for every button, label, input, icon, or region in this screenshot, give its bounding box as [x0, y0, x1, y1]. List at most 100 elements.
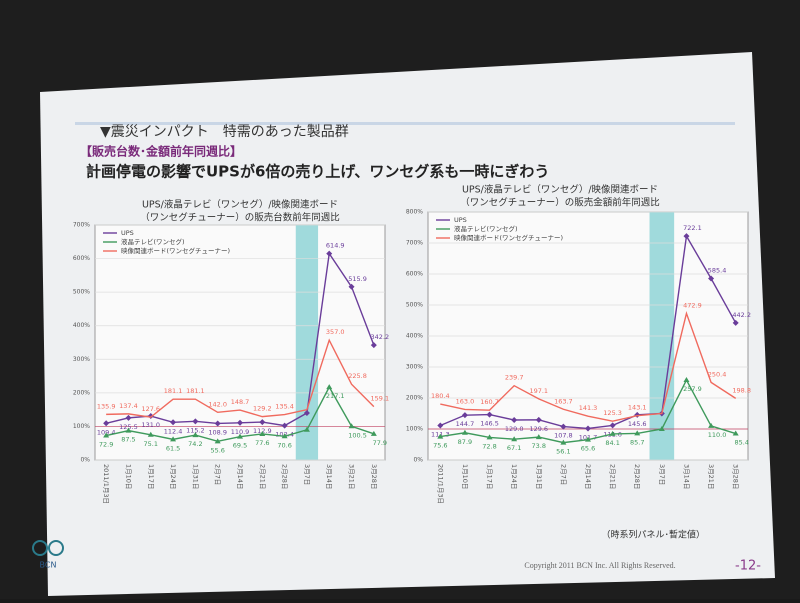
data-label: 614.9: [326, 242, 345, 250]
y-tick-label: 200%: [73, 389, 90, 396]
x-tick-label: 1月10日: [124, 464, 132, 489]
slide-subtitle: 【販売台数･金額前年同週比】: [80, 144, 242, 159]
y-tick-label: 500%: [73, 289, 90, 296]
data-label: 67.1: [507, 444, 521, 452]
y-tick-label: 300%: [73, 356, 90, 363]
data-label: 77.6: [255, 439, 269, 447]
legend-label: 映像関連ボード(ワンセグチューナー): [454, 233, 563, 242]
data-label: 61.5: [166, 444, 180, 452]
data-label: 181.1: [164, 387, 183, 395]
data-label: 65.6: [581, 445, 595, 453]
data-label: 125.3: [603, 409, 622, 417]
note: （時系列パネル･暫定値）: [601, 529, 705, 541]
data-label: 107.8: [554, 432, 573, 440]
data-label: 163.0: [456, 397, 475, 405]
data-label: 77.9: [373, 439, 387, 447]
data-label: 250.4: [708, 370, 727, 378]
x-tick-label: 3月7日: [303, 464, 311, 485]
data-label: 225.8: [348, 372, 367, 380]
copyright: Copyright 2011 BCN Inc. All Rights Reser…: [524, 561, 675, 570]
y-tick-label: 800%: [406, 209, 423, 216]
data-label: 135.9: [97, 402, 116, 410]
slide-title: ▼震災インパクト 特需のあった製品群: [100, 124, 349, 140]
page-number: -12-: [735, 559, 761, 574]
data-label: 87.9: [458, 438, 472, 446]
highlight-band: [296, 225, 318, 460]
headline: 計画停電の影響でUPSが6倍の売り上げ、ワンセグ系も一時にぎわう: [86, 163, 549, 181]
x-tick-label: 3月21日: [348, 464, 356, 489]
chart-title: （ワンセグチューナー）の販売台数前年同週比: [140, 212, 340, 224]
y-tick-label: 100%: [73, 423, 90, 430]
y-tick-label: 700%: [73, 222, 90, 229]
data-label: 84.1: [605, 439, 619, 447]
data-label: 72.9: [99, 441, 113, 449]
data-label: 472.9: [683, 301, 702, 309]
data-label: 142.0: [208, 400, 227, 408]
data-label: 135.4: [275, 403, 294, 411]
y-tick-label: 300%: [406, 364, 423, 371]
legend-label: UPS: [121, 229, 134, 237]
data-label: 197.1: [529, 387, 548, 395]
y-tick-label: 0%: [80, 457, 90, 464]
data-label: 357.0: [326, 328, 345, 336]
data-label: 145.6: [628, 420, 647, 428]
data-label: 141.3: [579, 404, 598, 412]
data-label: 100.5: [348, 431, 367, 439]
data-label: 108.9: [208, 428, 227, 436]
legend-label: 液晶テレビ(ワンセグ): [454, 224, 518, 233]
x-tick-label: 3月28日: [370, 464, 378, 489]
data-label: 85.7: [630, 438, 644, 446]
x-tick-label: 1月31日: [535, 464, 543, 489]
data-label: 131.0: [141, 421, 160, 429]
x-tick-label: 1月10日: [461, 464, 469, 489]
data-label: 87.5: [121, 436, 135, 444]
data-label: 585.4: [708, 267, 727, 275]
data-label: 129.6: [529, 425, 548, 433]
x-tick-label: 2月7日: [214, 464, 222, 485]
data-label: 144.7: [456, 420, 475, 428]
data-label: 127.6: [141, 405, 160, 413]
legend-label: UPS: [454, 216, 467, 224]
data-label: 129.0: [505, 425, 524, 433]
x-tick-label: 3月21日: [707, 464, 715, 489]
x-tick-label: 2月21日: [258, 464, 266, 489]
x-tick-label: 2011/1月3日: [436, 464, 444, 504]
data-label: 69.5: [233, 442, 247, 450]
data-label: 239.7: [505, 374, 524, 382]
data-label: 55.6: [210, 446, 224, 454]
logo-text: BCN: [40, 561, 57, 570]
data-label: 73.8: [532, 442, 546, 450]
x-tick-label: 2月14日: [236, 464, 244, 489]
data-label: 70.6: [277, 441, 291, 449]
data-label: 146.5: [480, 420, 499, 428]
x-tick-label: 1月17日: [147, 464, 155, 489]
y-tick-label: 700%: [406, 240, 423, 247]
x-tick-label: 2月14日: [584, 464, 592, 489]
x-tick-label: 1月31日: [191, 464, 199, 489]
data-label: 75.6: [433, 442, 447, 450]
data-label: 85.4: [734, 439, 748, 447]
y-tick-label: 600%: [406, 271, 423, 278]
data-label: 722.1: [683, 224, 702, 232]
y-tick-label: 200%: [406, 395, 423, 402]
data-label: 217.1: [326, 392, 345, 400]
x-tick-label: 2月28日: [281, 464, 289, 489]
x-tick-label: 1月24日: [510, 464, 518, 489]
x-tick-label: 2011/1月3日: [102, 464, 110, 504]
data-label: 143.1: [628, 404, 647, 412]
data-label: 257.9: [683, 385, 702, 393]
y-tick-label: 500%: [406, 302, 423, 309]
data-label: 181.1: [186, 387, 205, 395]
data-label: 137.4: [119, 402, 138, 410]
x-tick-label: 2月21日: [609, 464, 617, 489]
data-label: 515.9: [348, 275, 367, 283]
chart-title: （ワンセグチューナー）の販売金額前年同週比: [460, 197, 660, 209]
data-label: 110.0: [708, 431, 727, 439]
x-tick-label: 1月24日: [169, 464, 177, 489]
data-label: 72.8: [482, 442, 496, 450]
data-label: 159.1: [371, 395, 390, 403]
y-tick-label: 400%: [73, 322, 90, 329]
legend-label: 液晶テレビ(ワンセグ): [121, 237, 185, 246]
data-label: 129.2: [253, 405, 272, 413]
legend-label: 映像関連ボード(ワンセグチューナー): [121, 246, 230, 255]
